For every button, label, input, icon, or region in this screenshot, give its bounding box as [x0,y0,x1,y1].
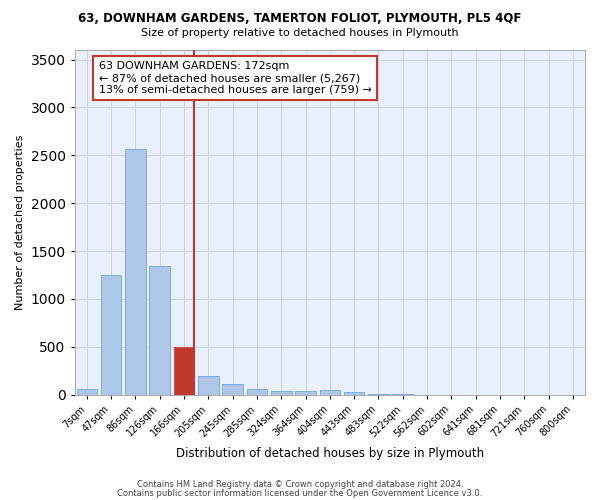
Bar [247,390,267,394]
Bar [149,266,170,394]
Bar [223,384,243,394]
Bar [101,276,121,394]
Y-axis label: Number of detached properties: Number of detached properties [15,134,25,310]
Bar [174,347,194,395]
Bar [125,148,146,394]
Text: Contains HM Land Registry data © Crown copyright and database right 2024.: Contains HM Land Registry data © Crown c… [137,480,463,489]
Bar [77,390,97,394]
Bar [320,390,340,394]
Bar [198,376,218,394]
Bar [344,392,364,394]
X-axis label: Distribution of detached houses by size in Plymouth: Distribution of detached houses by size … [176,447,484,460]
Text: 63, DOWNHAM GARDENS, TAMERTON FOLIOT, PLYMOUTH, PL5 4QF: 63, DOWNHAM GARDENS, TAMERTON FOLIOT, PL… [79,12,521,26]
Text: Size of property relative to detached houses in Plymouth: Size of property relative to detached ho… [141,28,459,38]
Bar [271,391,292,394]
Text: Contains public sector information licensed under the Open Government Licence v3: Contains public sector information licen… [118,488,482,498]
Bar [295,392,316,394]
Text: 63 DOWNHAM GARDENS: 172sqm
← 87% of detached houses are smaller (5,267)
13% of s: 63 DOWNHAM GARDENS: 172sqm ← 87% of deta… [99,62,372,94]
